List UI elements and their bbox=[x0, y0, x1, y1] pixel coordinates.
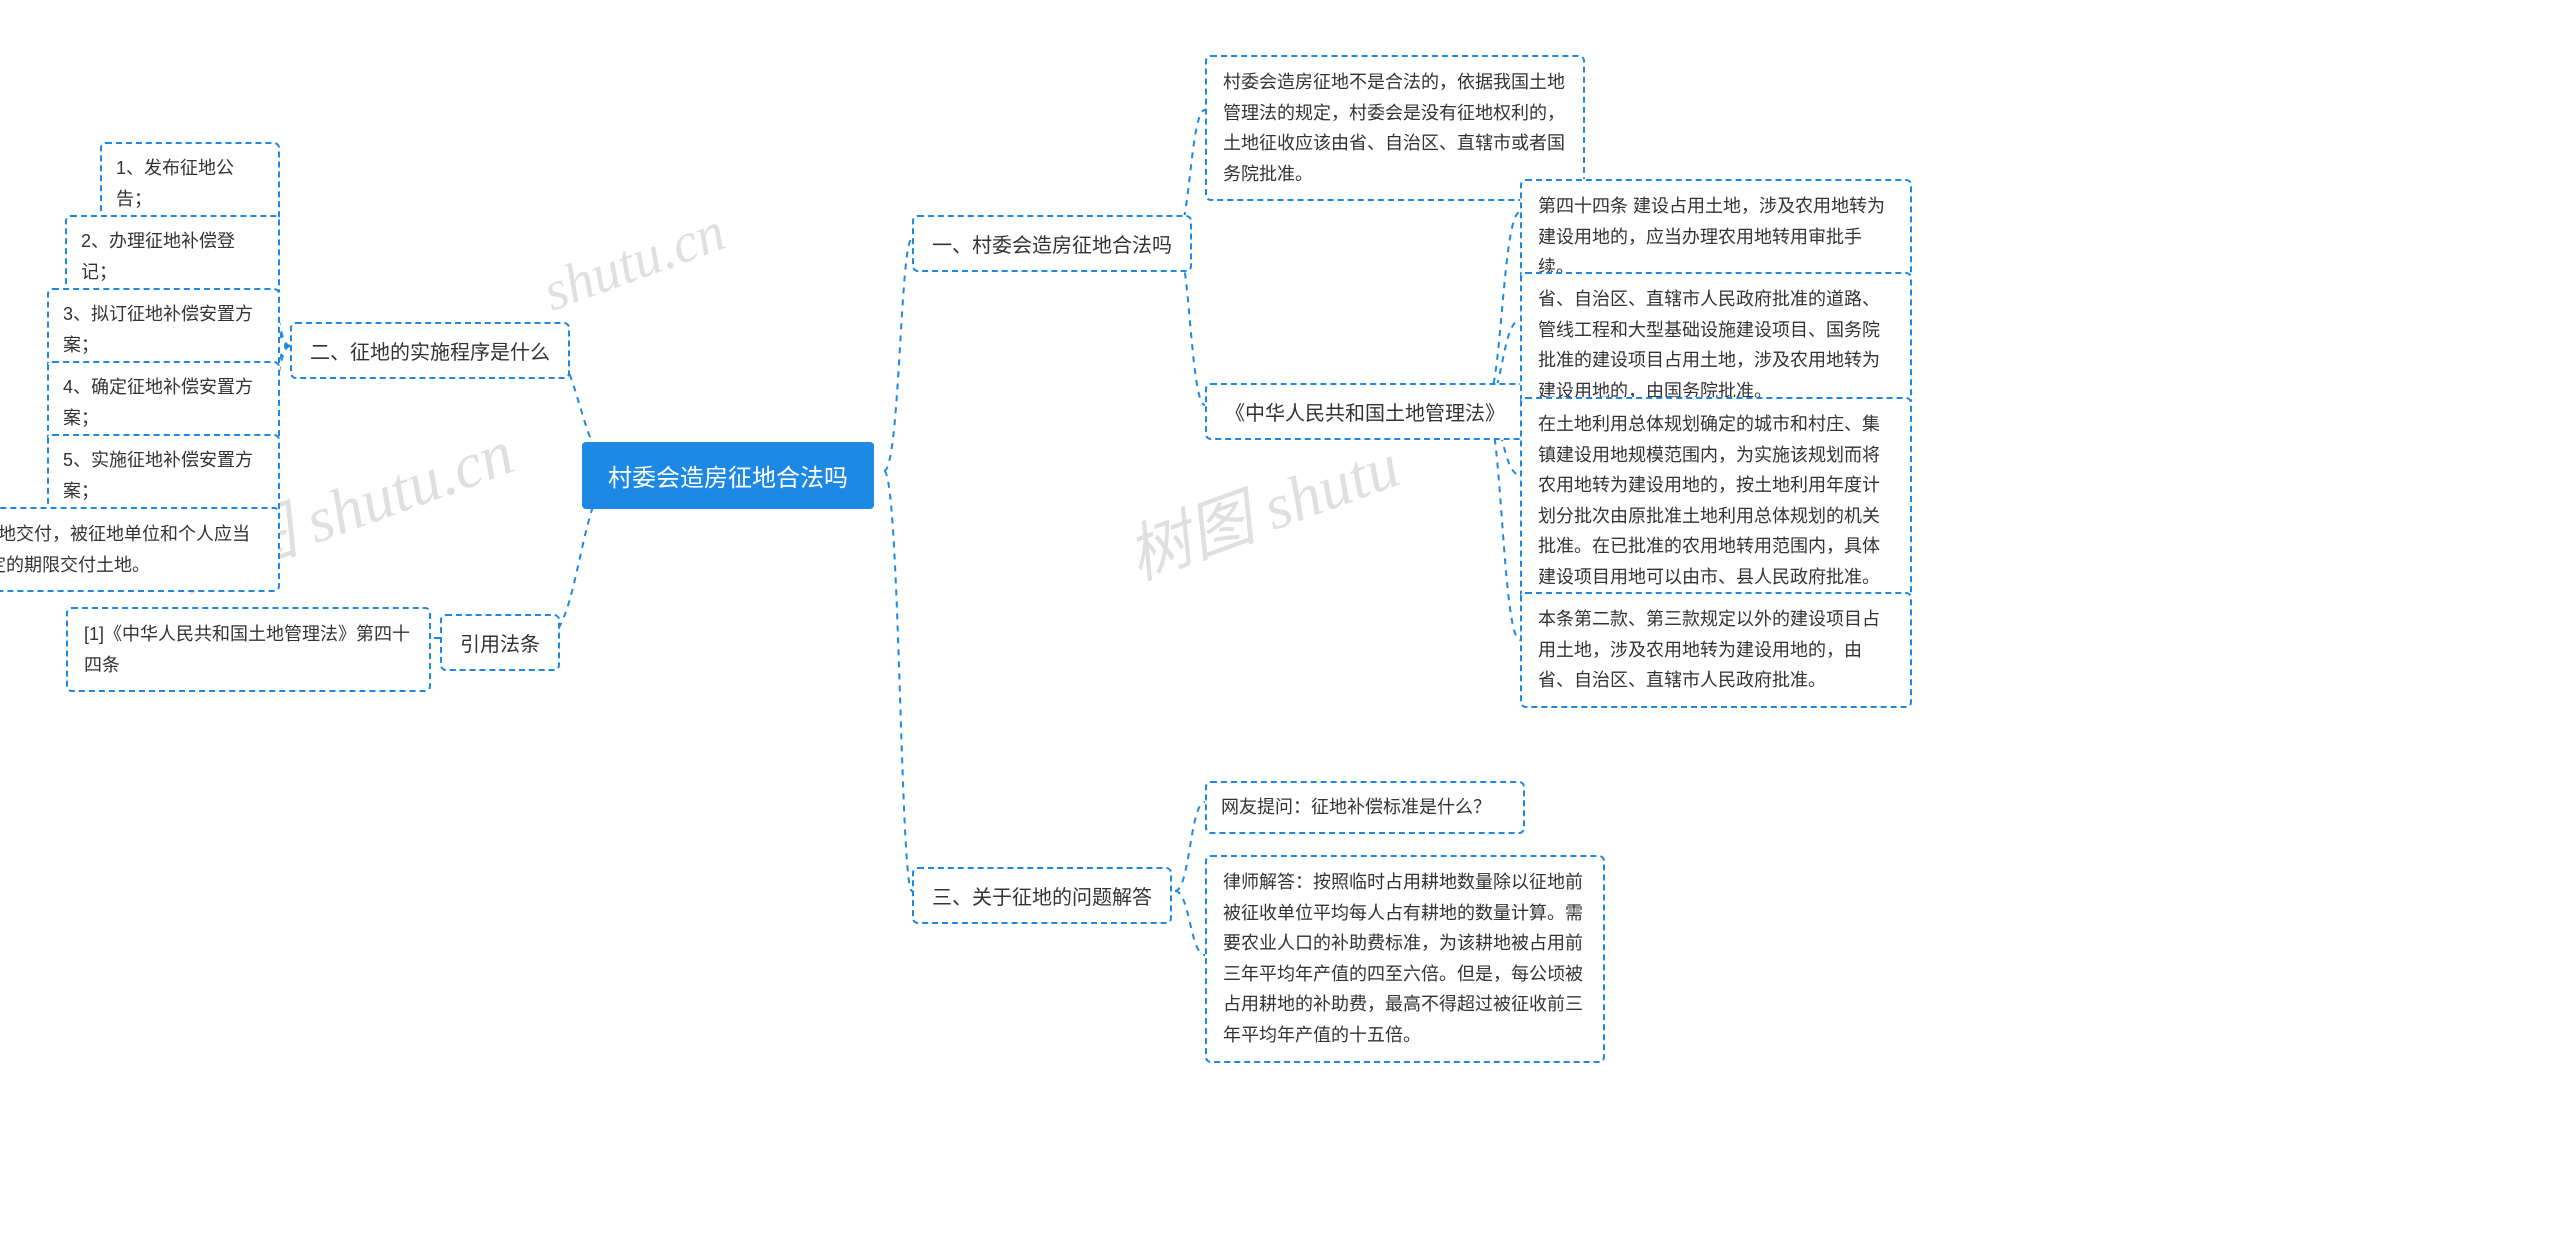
branch-procedure[interactable]: 二、征地的实施程序是什么 bbox=[290, 322, 570, 379]
leaf-qa-question[interactable]: 网友提问：征地补偿标准是什么？ bbox=[1205, 781, 1525, 834]
branch-law[interactable]: 《中华人民共和国土地管理法》 bbox=[1205, 383, 1525, 440]
leaf-step3[interactable]: 3、拟订征地补偿安置方案； bbox=[47, 288, 280, 371]
branch-reference[interactable]: 引用法条 bbox=[440, 614, 560, 671]
leaf-law-4[interactable]: 本条第二款、第三款规定以外的建设项目占用土地，涉及农用地转为建设用地的，由省、自… bbox=[1520, 592, 1912, 708]
leaf-ref1[interactable]: [1]《中华人民共和国土地管理法》第四十四条 bbox=[66, 607, 431, 692]
leaf-law-3[interactable]: 在土地利用总体规划确定的城市和村庄、集镇建设用地规模范围内，为实施该规划而将农用… bbox=[1520, 397, 1912, 605]
leaf-step1[interactable]: 1、发布征地公告； bbox=[100, 142, 280, 225]
leaf-step2[interactable]: 2、办理征地补偿登记； bbox=[65, 215, 280, 298]
leaf-step4[interactable]: 4、确定征地补偿安置方案； bbox=[47, 361, 280, 444]
watermark: 树图 shutu bbox=[1113, 414, 1410, 597]
leaf-step6[interactable]: 6、土地交付，被征地单位和个人应当按规定的期限交付土地。 bbox=[0, 507, 280, 592]
leaf-step5[interactable]: 5、实施征地补偿安置方案； bbox=[47, 434, 280, 517]
watermark: shutu.cn bbox=[535, 200, 734, 325]
leaf-qa-answer[interactable]: 律师解答：按照临时占用耕地数量除以征地前被征收单位平均每人占有耕地的数量计算。需… bbox=[1205, 855, 1605, 1063]
root-node[interactable]: 村委会造房征地合法吗 bbox=[582, 442, 874, 509]
branch-legality[interactable]: 一、村委会造房征地合法吗 bbox=[912, 215, 1192, 272]
mindmap-canvas: 树图 shutu.cn 树图 shutu shutu.cn 村委会造房征地合法吗… bbox=[0, 0, 2560, 1245]
branch-qa[interactable]: 三、关于征地的问题解答 bbox=[912, 867, 1172, 924]
